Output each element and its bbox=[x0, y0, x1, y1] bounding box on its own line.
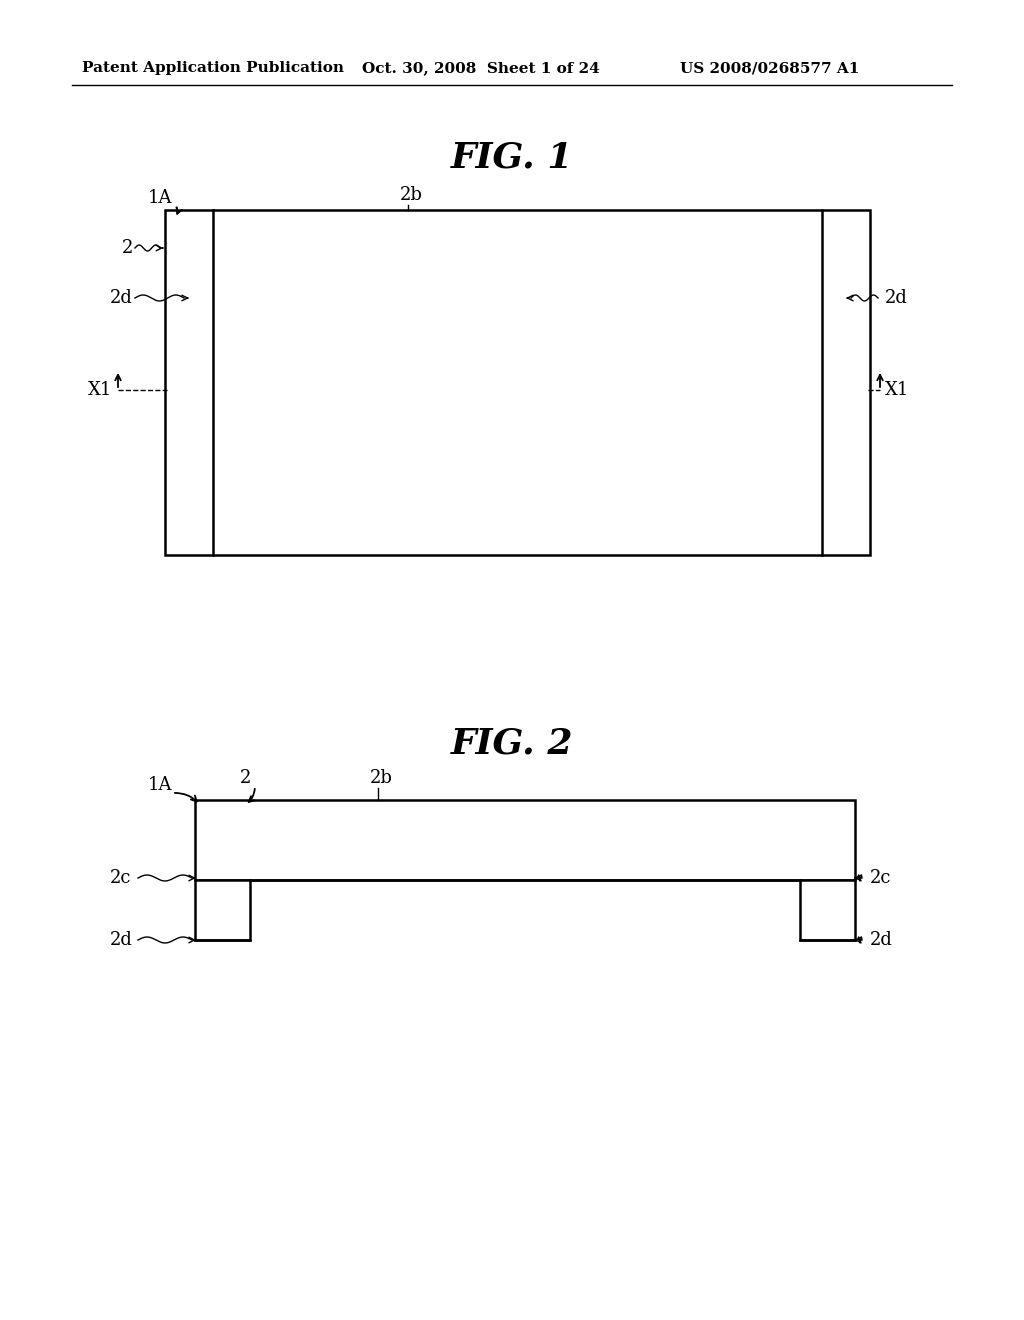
Text: 2: 2 bbox=[122, 239, 133, 257]
Text: 2d: 2d bbox=[885, 289, 908, 308]
Text: 1A: 1A bbox=[148, 189, 172, 207]
Text: 2d: 2d bbox=[110, 931, 133, 949]
Text: Oct. 30, 2008  Sheet 1 of 24: Oct. 30, 2008 Sheet 1 of 24 bbox=[362, 61, 600, 75]
Text: 2c: 2c bbox=[870, 869, 892, 887]
Text: Patent Application Publication: Patent Application Publication bbox=[82, 61, 344, 75]
Text: 2b: 2b bbox=[400, 186, 423, 205]
Text: FIG. 1: FIG. 1 bbox=[451, 141, 573, 176]
Text: 2: 2 bbox=[240, 770, 251, 787]
Text: X1: X1 bbox=[88, 381, 113, 399]
Bar bbox=[800, 880, 855, 940]
Text: 2c: 2c bbox=[110, 869, 131, 887]
Text: US 2008/0268577 A1: US 2008/0268577 A1 bbox=[680, 61, 859, 75]
Bar bbox=[165, 210, 870, 554]
Text: X1: X1 bbox=[885, 381, 909, 399]
Text: 2d: 2d bbox=[110, 289, 133, 308]
Text: 2b: 2b bbox=[370, 770, 393, 787]
Text: 2d: 2d bbox=[870, 931, 893, 949]
Text: 1A: 1A bbox=[148, 776, 172, 795]
Bar bbox=[195, 800, 855, 880]
Bar bbox=[195, 880, 250, 940]
Text: FIG. 2: FIG. 2 bbox=[451, 726, 573, 760]
